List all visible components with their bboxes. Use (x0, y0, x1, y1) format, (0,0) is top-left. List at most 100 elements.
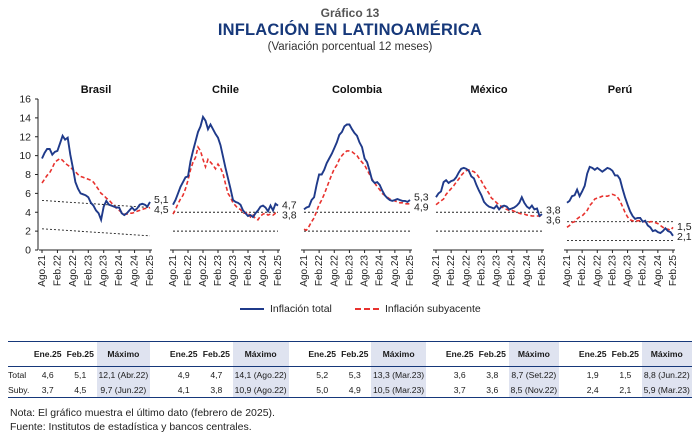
x-tick-label: Feb.25 (537, 255, 548, 287)
figure-subtitle: (Variación porcentual 12 meses) (267, 41, 433, 53)
x-tick-label: Ago.23 (99, 255, 110, 287)
y-tick-label: 14 (19, 112, 31, 124)
table-cell: 1,5 (619, 369, 632, 380)
x-tick-label: Ago.21 (562, 255, 573, 287)
x-tick-label: Ago.23 (360, 255, 371, 287)
table-cell: 4,1 (167, 382, 201, 398)
table-header-cell: Ene.25 (578, 349, 607, 359)
x-tick-label: Ago.21 (168, 255, 179, 287)
table-spacer-cell (289, 367, 306, 383)
y-tick-label: 6 (25, 188, 31, 200)
chart-source: Fuente: Institutos de estadística y banc… (10, 421, 252, 433)
x-tick-label: Ago.22 (329, 255, 340, 287)
x-tick-label: Feb.25 (273, 255, 284, 287)
end-label-core-brasil: 4,5 (154, 204, 169, 216)
core-inflation-line-mexico (435, 168, 542, 217)
table-row-label: Total (8, 369, 27, 380)
table-cell: 3,8 (486, 369, 499, 380)
y-tick-label: 0 (25, 245, 31, 257)
end-label-core-colombia: 4,9 (414, 201, 429, 213)
x-tick-label: Ago.22 (592, 255, 603, 287)
table-header-cell: Ene.25 (33, 349, 62, 359)
core-inflation-line-brasil (41, 157, 151, 215)
table-spacer-cell (426, 367, 443, 383)
x-tick-label: Feb.23 (213, 255, 224, 287)
end-label-total-mexico: 3,8 (546, 205, 561, 217)
table-cell: 14,1 (Ago.22) (232, 366, 289, 382)
target-line-brasil (41, 200, 151, 208)
x-tick-label: Feb.25 (405, 255, 416, 287)
table-cell: 3,8 (200, 382, 233, 398)
table-cell: 10,9 (Ago.22) (232, 382, 289, 398)
total-inflation-line-brasil (41, 133, 151, 224)
table-spacer-cell (150, 367, 167, 383)
total-inflation-line-peru (566, 165, 674, 237)
table-cell: 8,5 (Nov.22) (508, 382, 560, 398)
table-cell: 4,6 (41, 369, 54, 380)
table-spacer-cell (150, 382, 168, 398)
x-tick-label: Ago.22 (68, 255, 79, 287)
x-tick-label: Feb.24 (375, 255, 386, 287)
table-header-cell: Máximo (641, 341, 692, 367)
x-tick-label: Feb.22 (446, 255, 457, 287)
table-header-cell: Feb.25 (66, 349, 94, 359)
table-header-cell: Ene.25 (169, 349, 198, 359)
table-cell: 5,0 (305, 382, 339, 398)
x-tick-label: Ago.23 (492, 255, 503, 287)
y-tick-label: 16 (19, 94, 31, 106)
x-tick-label: Feb.24 (114, 255, 125, 287)
core-inflation-line-colombia (303, 150, 410, 232)
table-header-cell: Máximo (96, 341, 151, 367)
table-cell: 10,5 (Mar.23) (371, 382, 427, 398)
table-cell: 12,1 (Abr.22) (96, 366, 151, 382)
table-spacer-cell (288, 382, 306, 398)
table-header-cell: Máximo (232, 341, 289, 367)
table-header-spacer (150, 342, 167, 367)
x-tick-label: Ago.24 (653, 255, 664, 287)
table-header-cell: Máximo (508, 341, 560, 367)
x-tick-label: Ago.23 (228, 255, 239, 287)
table-spacer-cell (559, 382, 577, 398)
table-cell: 13,3 (Mar.23) (371, 366, 427, 382)
total-inflation-line-chile (172, 114, 279, 219)
table-header-spacer (559, 342, 576, 367)
figure-number: Gráfico 13 (320, 6, 380, 20)
x-tick-label: Ago.21 (37, 255, 48, 287)
y-tick-label: 4 (25, 207, 31, 219)
table-row: Total 4,6 5,1 12,1 (Abr.22) 4,9 4,7 14,1 (Ago.… (8, 366, 692, 383)
table-header-row: Ene.25 Feb.25 Máximo Ene.25 Feb.25 Máximo Ene.… (8, 341, 692, 367)
end-label-core-chile: 3,8 (282, 209, 297, 221)
table-header-cell: Feb.25 (611, 349, 639, 359)
x-tick-label: Ago.23 (623, 255, 634, 287)
table-header-cell: Feb.25 (478, 349, 506, 359)
table-header-cell: Máximo (371, 341, 427, 367)
table-header-spacer (426, 342, 443, 367)
table-header-spacer (289, 342, 306, 367)
table-cell: 4,9 (338, 382, 372, 398)
table-header-cell: Feb.25 (202, 349, 230, 359)
x-tick-label: Ago.24 (390, 255, 401, 287)
table-cell: 3,7 (31, 382, 64, 398)
table-cell: 1,9 (586, 369, 599, 380)
legend-item-total: Inflación total (240, 303, 332, 315)
table-cell: 4,9 (177, 369, 190, 380)
total-inflation-line-colombia (303, 123, 411, 211)
core-inflation-line-peru (566, 193, 674, 232)
table-cell: 4,5 (64, 382, 97, 398)
x-tick-label: Ago.24 (130, 255, 141, 287)
table-header-cell: Ene.25 (308, 349, 337, 359)
panel-title-chile: Chile (212, 84, 239, 96)
legend-swatch-core (355, 308, 379, 311)
table-cell: 3,6 (476, 382, 509, 398)
legend-item-core: Inflación subyacente (355, 303, 481, 315)
chart-note: Nota: El gráfico muestra el último dato … (10, 407, 275, 419)
summary-table: Ene.25 Feb.25 Máximo Ene.25 Feb.25 Máximo Ene.… (8, 341, 692, 398)
table-spacer-cell (426, 382, 444, 398)
x-tick-label: Feb.24 (243, 255, 254, 287)
target-line-brasil (41, 228, 151, 237)
table-cell: 5,9 (Mar.23) (641, 382, 692, 398)
core-inflation-line-chile (172, 145, 279, 221)
x-tick-label: Feb.24 (507, 255, 518, 287)
x-tick-label: Ago.24 (258, 255, 269, 287)
table-cell: 5,2 (316, 369, 329, 380)
